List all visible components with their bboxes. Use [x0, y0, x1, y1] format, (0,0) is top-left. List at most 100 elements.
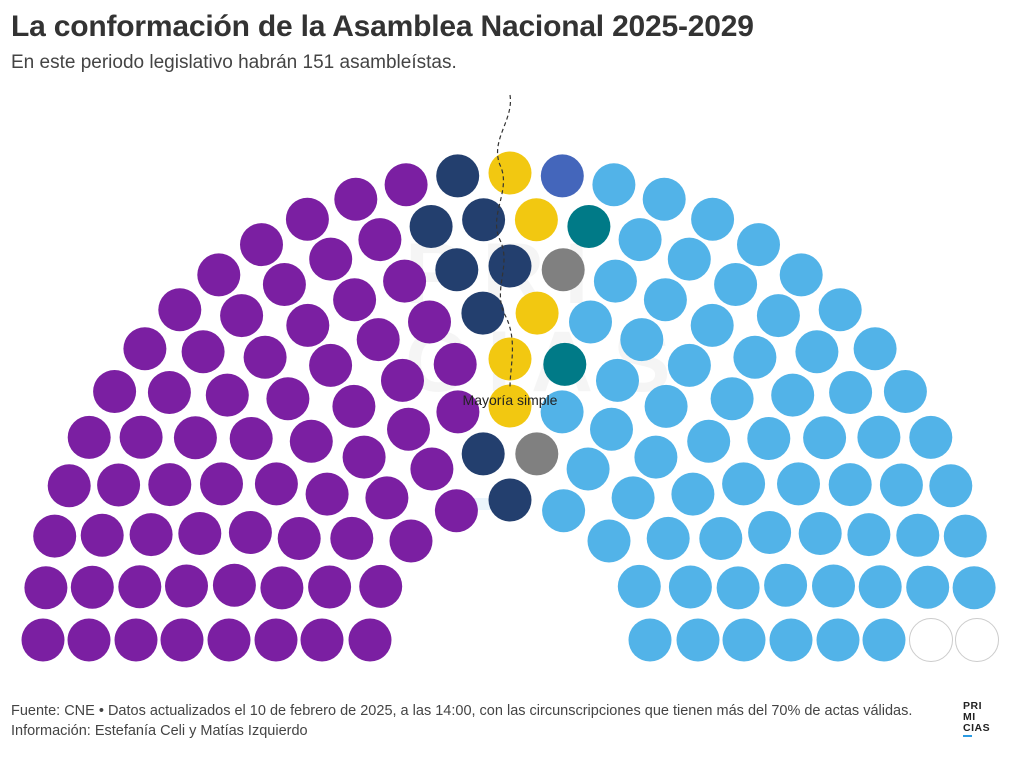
seat-purple — [24, 566, 68, 610]
seat-lightblue — [829, 371, 873, 414]
seat-purple — [197, 253, 241, 297]
seat-navy — [409, 205, 453, 248]
seat-lightblue — [668, 565, 712, 609]
seat-lightblue — [764, 563, 808, 607]
seat-empty — [909, 618, 953, 662]
logo-underline — [963, 735, 972, 737]
seat-purple — [300, 618, 344, 662]
source-note: Fuente: CNE • Datos actualizados el 10 d… — [11, 703, 913, 719]
seat-gray — [541, 248, 585, 292]
seat-purple — [408, 300, 451, 344]
seat-lightblue — [716, 566, 760, 610]
seat-navy — [461, 291, 505, 335]
seats-group — [21, 151, 999, 662]
footer: Fuente: CNE • Datos actualizados el 10 d… — [11, 701, 912, 741]
seat-navy — [488, 244, 532, 288]
seat-lightblue — [857, 415, 901, 459]
seat-lightblue — [858, 565, 902, 609]
seat-purple — [129, 513, 173, 557]
seat-purple — [228, 511, 272, 554]
seat-purple — [262, 263, 306, 306]
seat-purple — [207, 618, 251, 662]
seat-purple — [342, 435, 386, 479]
seat-purple — [308, 565, 352, 609]
seat-lightblue — [643, 278, 687, 322]
seat-purple — [173, 416, 217, 460]
seat-purple — [93, 370, 137, 413]
seat-purple — [309, 237, 353, 281]
seat-lightblue — [642, 177, 686, 221]
seat-lightblue — [777, 462, 820, 506]
seat-purple — [356, 318, 400, 362]
seat-purple — [332, 384, 376, 428]
seat-yellow — [488, 384, 532, 428]
seat-lightblue — [667, 237, 711, 281]
seat-purple — [260, 566, 304, 610]
seat-purple — [205, 373, 249, 417]
seat-purple — [114, 618, 158, 662]
seat-lightblue — [569, 300, 612, 344]
seat-purple — [158, 288, 202, 332]
seat-navy — [461, 432, 505, 476]
seat-purple — [80, 513, 124, 557]
seat-purple — [309, 343, 353, 387]
seat-lightblue — [803, 416, 847, 460]
seat-purple — [289, 419, 333, 463]
seat-lightblue — [737, 223, 780, 267]
seat-lightblue — [722, 462, 766, 506]
seat-lightblue — [828, 463, 872, 507]
seat-purple — [389, 519, 433, 563]
seat-lightblue — [592, 163, 636, 207]
seat-purple — [436, 390, 480, 434]
credits-note: Información: Estefanía Celi y Matías Izq… — [11, 723, 308, 739]
seat-lightblue — [634, 435, 678, 479]
seat-lightblue — [847, 513, 891, 557]
seat-purple — [181, 330, 225, 374]
seat-empty — [955, 618, 999, 662]
seat-lightblue — [710, 377, 754, 421]
seat-lightblue — [690, 303, 734, 347]
seat-purple — [240, 223, 283, 267]
seat-purple — [434, 489, 478, 533]
seat-navy — [462, 198, 506, 242]
seat-lightblue — [943, 514, 987, 558]
seat-purple — [21, 618, 65, 662]
seat-purple — [433, 342, 477, 386]
seat-purple — [212, 563, 256, 607]
seat-purple — [387, 407, 430, 451]
seat-lightblue — [769, 618, 813, 662]
seat-lightblue — [748, 511, 792, 554]
seat-purple — [243, 335, 287, 379]
seat-purple — [383, 259, 427, 303]
seat-lightblue — [540, 390, 584, 434]
chart-subtitle: En este periodo legislativo habrán 151 a… — [11, 52, 457, 73]
seat-navy — [436, 154, 480, 198]
seat-purple — [254, 462, 298, 506]
seat-purple — [358, 218, 402, 262]
seat-purple — [266, 377, 310, 421]
parliament-chart: Mayoría simple — [21, 94, 999, 662]
seat-purple — [67, 415, 111, 459]
seat-purple — [334, 177, 378, 221]
seat-purple — [381, 358, 424, 402]
seat-yellow — [514, 198, 558, 242]
seat-purple — [33, 514, 77, 558]
majority-line — [495, 94, 514, 389]
seat-lightblue — [909, 415, 953, 459]
seat-lightblue — [747, 417, 791, 460]
seat-lightblue — [542, 489, 586, 533]
seat-lightblue — [906, 565, 950, 609]
seat-navy — [435, 248, 479, 292]
seat-purple — [47, 464, 91, 508]
seat-lightblue — [590, 407, 633, 451]
seat-blue — [540, 154, 584, 198]
seat-lightblue — [566, 447, 610, 491]
seat-purple — [119, 415, 163, 459]
seat-lightblue — [646, 516, 690, 560]
seat-purple — [254, 618, 298, 662]
seat-lightblue — [687, 419, 731, 463]
seat-lightblue — [691, 197, 735, 241]
seat-lightblue — [644, 384, 688, 428]
seat-purple — [333, 278, 377, 322]
seat-purple — [148, 463, 192, 507]
